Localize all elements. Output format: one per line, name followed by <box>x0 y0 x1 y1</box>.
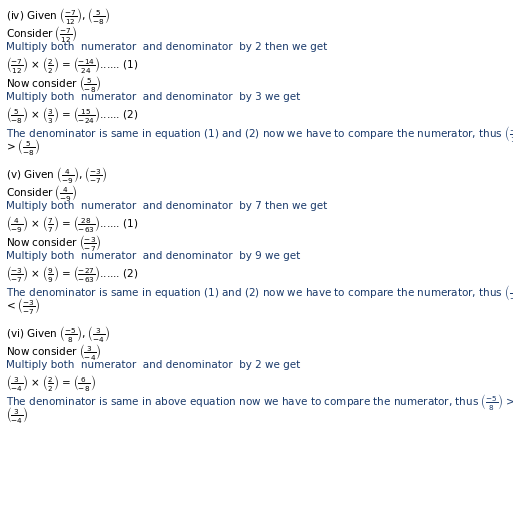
Text: Consider $\left(\frac{-7}{12}\right)$: Consider $\left(\frac{-7}{12}\right)$ <box>6 24 77 44</box>
Text: Now consider $\left(\frac{-3}{-7}\right)$: Now consider $\left(\frac{-3}{-7}\right)… <box>6 233 102 253</box>
Text: $\left(\frac{4}{-9}\right)$ × $\left(\frac{7}{7}\right)$ = $\left(\frac{28}{-63}: $\left(\frac{4}{-9}\right)$ × $\left(\fr… <box>6 214 139 234</box>
Text: $\left(\frac{3}{-4}\right)$: $\left(\frac{3}{-4}\right)$ <box>6 405 28 425</box>
Text: $\left(\frac{5}{-8}\right)$ × $\left(\frac{3}{3}\right)$ = $\left(\frac{15}{-24}: $\left(\frac{5}{-8}\right)$ × $\left(\fr… <box>6 105 139 125</box>
Text: Multiply both  numerator  and denominator  by 2 then we get: Multiply both numerator and denominator … <box>6 42 327 52</box>
Text: > $\left(\frac{5}{-8}\right)$: > $\left(\frac{5}{-8}\right)$ <box>6 137 41 157</box>
Text: Multiply both  numerator  and denominator  by 7 then we get: Multiply both numerator and denominator … <box>6 201 327 211</box>
Text: Multiply both  numerator  and denominator  by 2 we get: Multiply both numerator and denominator … <box>6 360 300 370</box>
Text: Now consider $\left(\frac{5}{-8}\right)$: Now consider $\left(\frac{5}{-8}\right)$ <box>6 74 102 94</box>
Text: (iv) Given $\left(\frac{-7}{12}\right)$, $\left(\frac{5}{-8}\right)$: (iv) Given $\left(\frac{-7}{12}\right)$,… <box>6 6 110 26</box>
Text: $\left(\frac{3}{-4}\right)$ × $\left(\frac{2}{2}\right)$ = $\left(\frac{6}{-8}\r: $\left(\frac{3}{-4}\right)$ × $\left(\fr… <box>6 373 96 393</box>
Text: (v) Given $\left(\frac{4}{-9}\right)$, $\left(\frac{-3}{-7}\right)$: (v) Given $\left(\frac{4}{-9}\right)$, $… <box>6 165 107 185</box>
Text: $\left(\frac{-3}{-7}\right)$ × $\left(\frac{9}{9}\right)$ = $\left(\frac{-27}{-6: $\left(\frac{-3}{-7}\right)$ × $\left(\f… <box>6 264 139 284</box>
Text: Multiply both  numerator  and denominator  by 3 we get: Multiply both numerator and denominator … <box>6 92 300 102</box>
Text: Consider $\left(\frac{4}{-9}\right)$: Consider $\left(\frac{4}{-9}\right)$ <box>6 183 77 203</box>
Text: The denominator is same in equation (1) and (2) now we have to compare the numer: The denominator is same in equation (1) … <box>6 283 513 303</box>
Text: Now consider $\left(\frac{3}{-4}\right)$: Now consider $\left(\frac{3}{-4}\right)$ <box>6 342 102 362</box>
Text: < $\left(\frac{-3}{-7}\right)$: < $\left(\frac{-3}{-7}\right)$ <box>6 296 41 316</box>
Text: Multiply both  numerator  and denominator  by 9 we get: Multiply both numerator and denominator … <box>6 251 300 261</box>
Text: The denominator is same in above equation now we have to compare the numerator, : The denominator is same in above equatio… <box>6 392 513 412</box>
Text: (vi) Given $\left(\frac{-5}{8}\right)$, $\left(\frac{3}{-4}\right)$: (vi) Given $\left(\frac{-5}{8}\right)$, … <box>6 324 110 344</box>
Text: The denominator is same in equation (1) and (2) now we have to compare the numer: The denominator is same in equation (1) … <box>6 124 513 144</box>
Text: $\left(\frac{-7}{12}\right)$ × $\left(\frac{2}{2}\right)$ = $\left(\frac{-14}{24: $\left(\frac{-7}{12}\right)$ × $\left(\f… <box>6 55 139 75</box>
